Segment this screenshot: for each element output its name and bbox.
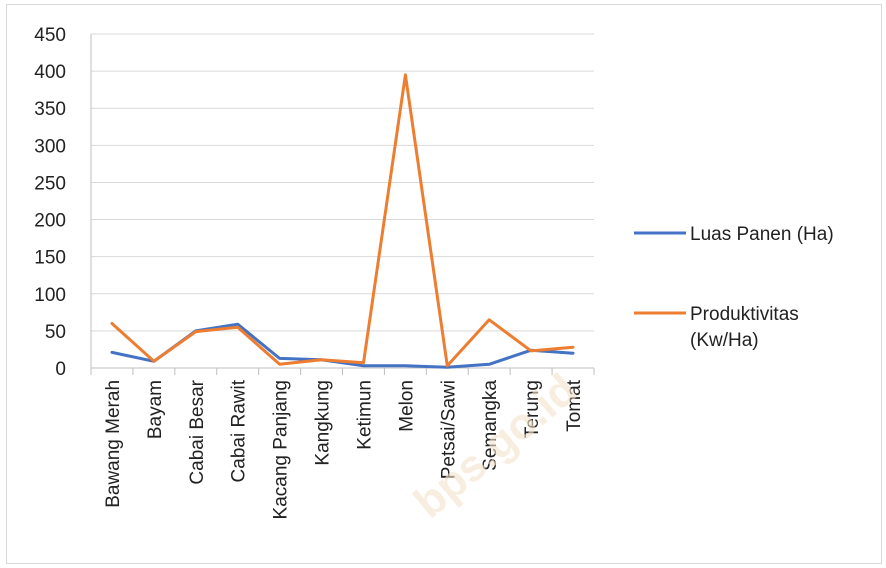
chart-frame xyxy=(6,4,882,564)
legend-label-0: Luas Panen (Ha) xyxy=(690,224,834,245)
y-tick-label: 150 xyxy=(34,248,66,269)
x-tick-label: Petsai/Sawi xyxy=(438,380,459,479)
legend: Luas Panen (Ha) Produktivitas (Kw/Ha) xyxy=(634,224,834,351)
x-axis-ticks: Bawang Merah Bayam Cabai Besar Cabai Rawit K… xyxy=(103,379,585,519)
x-tick-label: Kangkung xyxy=(313,380,334,466)
x-tick-label: Semangka xyxy=(480,380,501,471)
x-tick-label: Kacang Panjang xyxy=(271,380,292,519)
y-tick-label: 200 xyxy=(34,211,66,232)
x-tick-label: Tomat xyxy=(564,379,585,431)
series-line-1 xyxy=(110,73,575,368)
x-tick-label: Cabai Rawit xyxy=(229,379,250,482)
y-tick-label: 300 xyxy=(34,136,66,157)
y-tick-label: 250 xyxy=(34,173,66,194)
x-tick-label: Bawang Merah xyxy=(103,380,124,508)
series-lines xyxy=(110,73,575,369)
legend-label-1: (Kw/Ha) xyxy=(690,330,759,351)
y-tick-label: 100 xyxy=(34,285,66,306)
y-tick-label: 350 xyxy=(34,99,66,120)
x-tick-label: Ketimun xyxy=(354,380,375,450)
legend-label-1: Produktivitas xyxy=(690,304,799,325)
x-tick-label: Melon xyxy=(396,380,417,432)
x-tick-label: Terung xyxy=(522,380,543,438)
x-tick-label: Bayam xyxy=(145,380,166,439)
y-tick-label: 50 xyxy=(45,322,66,343)
y-axis-ticks: 0 50 100 150 200 250 300 350 400 450 xyxy=(34,25,66,380)
axes xyxy=(90,34,595,375)
y-tick-label: 450 xyxy=(34,25,66,46)
y-tick-label: 400 xyxy=(34,62,66,83)
x-tick-label: Cabai Besar xyxy=(187,379,208,484)
y-tick-label: 0 xyxy=(55,359,66,380)
gridlines xyxy=(91,33,594,332)
